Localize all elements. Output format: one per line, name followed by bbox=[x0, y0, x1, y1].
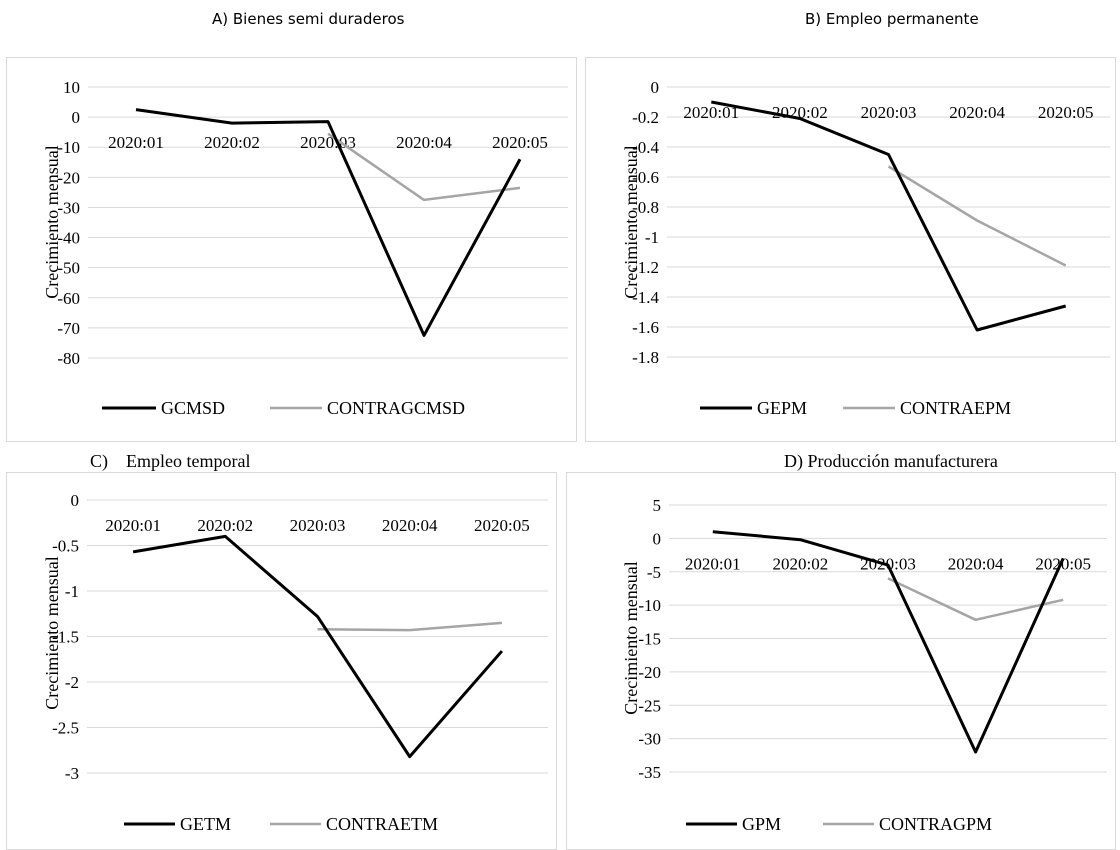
panel-b-frame bbox=[585, 57, 1116, 442]
x-category-label: 2020:02 bbox=[204, 133, 260, 152]
series-line-contragpm bbox=[887, 577, 1064, 622]
panel-b-title: B) Empleo permanente bbox=[805, 10, 979, 28]
x-category-label: 2020:05 bbox=[474, 516, 530, 535]
y-axis-label: Crecimiento mensual bbox=[621, 561, 641, 714]
y-tick-label: 0 bbox=[71, 491, 80, 510]
y-axis-label: Crecimiento mensual bbox=[621, 145, 641, 298]
y-tick-label: -60 bbox=[57, 289, 80, 308]
x-category-label: 2020:02 bbox=[197, 516, 253, 535]
y-tick-label: -1 bbox=[65, 582, 79, 601]
x-category-label: 2020:03 bbox=[861, 103, 917, 122]
legend-label: CONTRAGCMSD bbox=[327, 398, 465, 418]
y-tick-label: -0.8 bbox=[632, 198, 659, 217]
y-tick-label: -1.8 bbox=[632, 348, 659, 367]
y-tick-label: -5 bbox=[647, 563, 661, 582]
panel-d-frame bbox=[566, 472, 1116, 850]
y-tick-label: -40 bbox=[57, 229, 80, 248]
y-tick-label: -70 bbox=[57, 319, 80, 338]
legend-label: CONTRAGPM bbox=[879, 814, 992, 834]
y-tick-label: -0.5 bbox=[52, 537, 79, 556]
legend-label: GETM bbox=[180, 814, 231, 834]
series-line-gcmsd bbox=[135, 108, 522, 337]
x-category-label: 2020:03 bbox=[290, 516, 346, 535]
x-category-label: 2020:05 bbox=[1035, 554, 1091, 573]
y-tick-label: -80 bbox=[57, 349, 80, 368]
x-category-label: 2020:01 bbox=[105, 516, 161, 535]
legend-label: CONTRAEPM bbox=[900, 398, 1011, 418]
y-tick-label: 0 bbox=[651, 78, 660, 97]
y-tick-label: -10 bbox=[57, 138, 80, 157]
x-category-label: 2020:01 bbox=[108, 133, 164, 152]
x-category-label: 2020:03 bbox=[300, 133, 356, 152]
y-tick-label: 5 bbox=[653, 496, 662, 515]
y-tick-label: 0 bbox=[653, 529, 662, 548]
panel-a-frame bbox=[6, 57, 577, 442]
x-category-label: 2020:04 bbox=[396, 133, 452, 152]
series-line-gepm bbox=[711, 100, 1067, 332]
y-tick-label: -1.4 bbox=[632, 288, 659, 307]
y-tick-label: -30 bbox=[57, 198, 80, 217]
legend-label: CONTRAETM bbox=[326, 814, 438, 834]
legend-label: GPM bbox=[742, 814, 781, 834]
series-line-contraetm bbox=[317, 621, 502, 632]
x-category-label: 2020:04 bbox=[949, 103, 1005, 122]
y-tick-label: 0 bbox=[72, 108, 81, 127]
y-tick-label: -1.6 bbox=[632, 318, 659, 337]
series-line-getm bbox=[132, 534, 504, 759]
y-tick-label: -15 bbox=[638, 630, 661, 649]
y-tick-label: -2 bbox=[65, 673, 79, 692]
y-tick-label: -1 bbox=[645, 228, 659, 247]
legend-label: GEPM bbox=[757, 398, 807, 418]
series-line-gpm bbox=[712, 530, 1065, 754]
y-axis-label: Crecimiento mensual bbox=[42, 145, 62, 298]
panel-a-title: A) Bienes semi duraderos bbox=[212, 10, 405, 28]
series-line-contraepm bbox=[887, 165, 1067, 267]
y-tick-label: -20 bbox=[57, 168, 80, 187]
series-line-contragcmsd bbox=[327, 132, 521, 202]
panel-c-frame bbox=[6, 472, 557, 850]
legend-label: GCMSD bbox=[161, 398, 225, 418]
x-category-label: 2020:05 bbox=[1038, 103, 1094, 122]
y-tick-label: 10 bbox=[63, 78, 80, 97]
x-category-label: 2020:05 bbox=[492, 133, 548, 152]
y-tick-label: -25 bbox=[638, 696, 661, 715]
y-axis-label: Crecimiento mensual bbox=[42, 556, 62, 709]
x-category-label: 2020:02 bbox=[773, 554, 829, 573]
y-tick-label: -3 bbox=[65, 764, 79, 783]
y-tick-label: -20 bbox=[638, 663, 661, 682]
panel-c-title: C) Empleo temporal bbox=[90, 451, 251, 471]
y-tick-label: -2.5 bbox=[52, 719, 79, 738]
y-tick-label: -0.2 bbox=[632, 108, 659, 127]
y-tick-label: -0.6 bbox=[632, 168, 659, 187]
y-tick-label: -30 bbox=[638, 730, 661, 749]
y-tick-label: -1.2 bbox=[632, 258, 659, 277]
y-tick-label: -35 bbox=[638, 763, 661, 782]
x-category-label: 2020:04 bbox=[948, 554, 1004, 573]
x-category-label: 2020:01 bbox=[685, 554, 741, 573]
y-tick-label: -1.5 bbox=[52, 628, 79, 647]
x-category-label: 2020:01 bbox=[683, 103, 739, 122]
panel-d-title: D) Producción manufacturera bbox=[784, 451, 998, 471]
x-category-label: 2020:04 bbox=[382, 516, 438, 535]
y-tick-label: -50 bbox=[57, 259, 80, 278]
y-tick-label: -10 bbox=[638, 596, 661, 615]
y-tick-label: -0.4 bbox=[632, 138, 659, 157]
